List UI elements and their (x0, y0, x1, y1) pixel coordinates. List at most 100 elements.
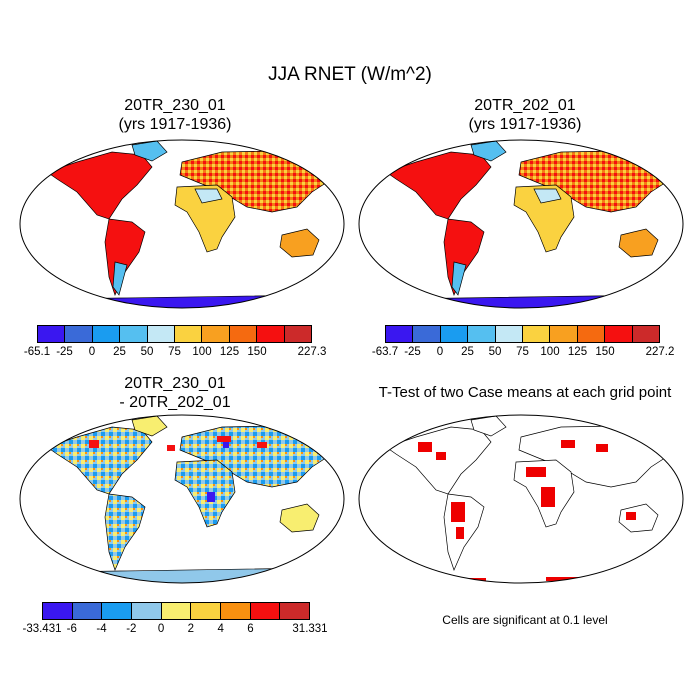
australia (279, 228, 320, 258)
colorbar-tick-label: 2 (187, 623, 195, 635)
africa (174, 459, 236, 528)
anomaly-cell (167, 445, 175, 451)
sahara (194, 188, 223, 204)
colorbar-tick-label: 100 (192, 346, 212, 358)
colorbar-tick-label: 227.3 (297, 346, 327, 358)
colorbar-segment (550, 326, 578, 342)
sahara (533, 188, 562, 204)
significance-note: Cells are significant at 0.1 level (442, 613, 608, 627)
colorbar-difference-labels: -33.431 -6 -4 -2 0 2 4 6 31.331 (22, 623, 327, 637)
colorbar-tick-label: -33.431 (22, 623, 62, 635)
anomaly-cell (223, 442, 229, 448)
south-america-south (112, 261, 128, 296)
colorbar-tick-label: -25 (404, 346, 421, 358)
colorbar-tick-label: 31.331 (292, 623, 328, 635)
colorbar-tick-label: -4 (96, 623, 107, 635)
panel-1-title-line2: (yrs 1917-1936) (118, 116, 232, 133)
colorbar-segment (202, 326, 230, 342)
antarctica (385, 294, 667, 308)
colorbar-segment (605, 326, 633, 342)
panel-3-title-line2: - 20TR_202_01 (119, 394, 231, 411)
colorbar-segment (577, 326, 606, 342)
colorbar-case-230 (37, 325, 312, 343)
significant-cell (546, 577, 586, 581)
colorbar-segment (413, 326, 441, 342)
significant-cell (451, 502, 465, 522)
colorbar-tick-label: -25 (56, 346, 73, 358)
colorbar-tick-label: 0 (88, 346, 96, 358)
australia (618, 503, 659, 533)
colorbar-segment (229, 326, 258, 342)
south-america (104, 493, 146, 571)
colorbar-tick-label: 0 (157, 623, 165, 635)
panel-2-title-line2: (yrs 1917-1936) (468, 116, 582, 133)
colorbar-tick-label: 6 (247, 623, 254, 635)
significant-cell (418, 442, 432, 452)
colorbar-case-202-labels: -63.7 -25 0 25 50 75 100 125 150 227.2 (372, 346, 675, 360)
colorbar-segment (523, 326, 551, 342)
colorbar-tick-label: 150 (247, 346, 267, 358)
colorbar-segment (72, 603, 103, 619)
significant-cell (626, 512, 636, 520)
significant-cell (436, 452, 446, 460)
colorbar-tick-label: 100 (540, 346, 560, 358)
australia (279, 503, 320, 533)
colorbar-segment (280, 603, 310, 619)
anomaly-cell (257, 442, 267, 448)
figure-title: JJA RNET (W/m^2) (268, 64, 432, 85)
antarctica (46, 567, 328, 583)
colorbar-segment (468, 326, 496, 342)
colorbar-segment (43, 603, 73, 619)
colorbar-case-202 (385, 325, 660, 343)
colorbar-tick-label: 125 (567, 346, 588, 358)
significant-cell (596, 444, 608, 452)
panel-3-title-line1: 20TR_230_01 (124, 375, 226, 392)
map-border (19, 414, 345, 584)
colorbar-segment (38, 326, 66, 342)
panel-2-title-line1: 20TR_202_01 (474, 97, 576, 114)
colorbar-segment (120, 326, 148, 342)
colorbar-segment (175, 326, 203, 342)
colorbar-tick-label: 25 (113, 346, 126, 358)
colorbar-segment (102, 603, 133, 619)
panel-2-title: 20TR_202_01 (yrs 1917-1936) (370, 96, 680, 134)
australia (618, 228, 659, 258)
colorbar-tick-label: 50 (488, 346, 502, 358)
anomaly-cell (207, 492, 215, 502)
colorbar-segment (147, 326, 176, 342)
colorbar-segment (92, 326, 121, 342)
colorbar-tick-label: 75 (168, 346, 181, 358)
colorbar-segment (632, 326, 660, 342)
significant-cell (561, 440, 575, 448)
panel-3-title: 20TR_230_01 - 20TR_202_01 (20, 374, 330, 412)
map-difference (19, 414, 345, 584)
colorbar-tick-label: 0 (436, 346, 444, 358)
colorbar-tick-label: 75 (516, 346, 529, 358)
colorbar-case-230-labels: -65.1 -25 0 25 50 75 100 125 150 227.3 (24, 346, 327, 360)
map-border (358, 139, 684, 309)
colorbar-tick-label: 150 (595, 346, 615, 358)
land-field (46, 415, 336, 583)
map-border (19, 139, 345, 309)
colorbar-difference (42, 602, 310, 620)
colorbar-segment (257, 326, 285, 342)
antarctica (46, 294, 328, 308)
colorbar-segment (65, 326, 93, 342)
negative-anomaly-patches (207, 442, 229, 502)
colorbar-segment (221, 603, 251, 619)
map-case-230 (19, 139, 345, 309)
colorbar-segment (386, 326, 414, 342)
significant-cell (456, 527, 464, 539)
colorbar-segment (161, 603, 192, 619)
significant-cell (526, 467, 546, 477)
map-case-202 (358, 139, 684, 309)
africa (174, 184, 236, 253)
colorbar-segment (132, 603, 162, 619)
colorbar-tick-label: -65.1 (23, 346, 51, 358)
significant-cell (541, 487, 555, 507)
colorbar-segment (284, 326, 312, 342)
colorbar-tick-label: 50 (140, 346, 154, 358)
colorbar-tick-label: 227.2 (645, 346, 675, 358)
colorbar-tick-label: -63.7 (371, 346, 399, 358)
colorbar-tick-label: 25 (461, 346, 474, 358)
